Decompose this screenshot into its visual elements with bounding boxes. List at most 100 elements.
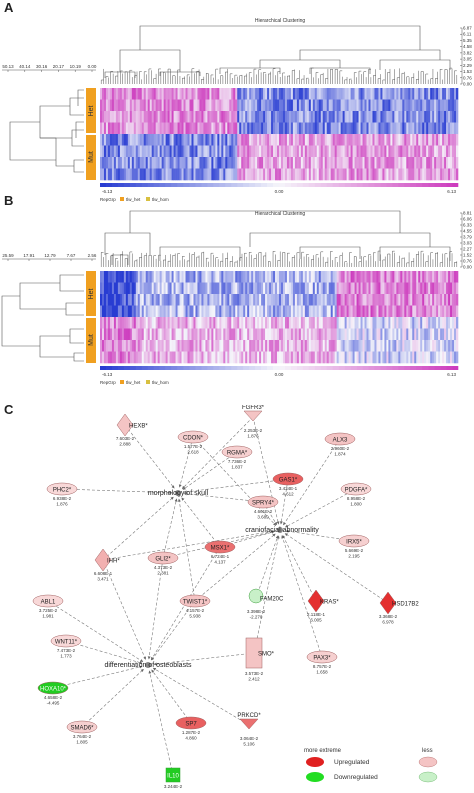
heatmap-cell [370, 294, 373, 306]
heatmap-cell [167, 111, 170, 123]
heatmap-cell [306, 294, 310, 306]
heatmap-cell [175, 134, 178, 146]
heatmap-cell [207, 88, 210, 100]
heatmap-cell [169, 351, 172, 364]
row-scale-label: 10.19 [70, 64, 82, 69]
heatmap-cell [452, 99, 455, 112]
heatmap-cell [362, 134, 365, 146]
heatmap-cell [137, 157, 141, 169]
heatmap-cell [205, 99, 208, 112]
heatmap-cell [406, 145, 409, 158]
colorbar-min-label: -6.13 [102, 372, 113, 377]
heatmap-cell [187, 271, 190, 283]
heatmap-cell [312, 134, 316, 146]
heatmap-cell [308, 134, 312, 146]
heatmap-cell [310, 134, 314, 146]
heatmap-cell [440, 99, 443, 112]
heatmap-cell [360, 271, 363, 283]
heatmap-cell [394, 340, 397, 352]
heatmap-cell [231, 282, 234, 295]
heatmap-cell [143, 122, 147, 135]
heatmap-cell [440, 157, 443, 169]
heatmap-cell [251, 168, 254, 181]
heatmap-cell [127, 122, 131, 135]
heatmap-cell [103, 294, 107, 306]
heatmap-cell [147, 111, 151, 123]
heatmap-cell [111, 305, 115, 318]
heatmap-cell [344, 122, 347, 135]
heatmap-cell [163, 157, 166, 169]
heatmap-cell [177, 271, 180, 283]
heatmap-cell [282, 294, 286, 306]
heatmap-cell [265, 328, 268, 341]
heatmap-cell [143, 340, 147, 352]
colorbar-swatch [135, 183, 143, 187]
colorbar-swatch [302, 366, 310, 370]
heatmap-cell [392, 282, 395, 295]
heatmap-cell [193, 317, 196, 329]
heatmap-cell [211, 157, 214, 169]
heatmap-cell [446, 168, 449, 181]
heatmap-cell [215, 317, 218, 329]
heatmap-cell [392, 317, 395, 329]
heatmap-cell [115, 134, 119, 146]
heatmap-cell [179, 271, 182, 283]
colorbar-swatch [386, 183, 393, 187]
heatmap-cell [418, 134, 421, 146]
heatmap-cell [177, 99, 180, 112]
heatmap-cell [374, 294, 377, 306]
heatmap-cell [277, 340, 280, 352]
heatmap-cell [111, 111, 115, 123]
heatmap-cell [424, 351, 427, 364]
heatmap-cell [422, 134, 425, 146]
heatmap-cell [424, 294, 427, 306]
gene-pvalue: 8.757E-2 [313, 664, 332, 669]
heatmap-cell [316, 111, 320, 123]
heatmap-cell [302, 157, 306, 169]
heatmap-cell [360, 122, 363, 135]
heatmap-cell [203, 168, 206, 181]
heatmap-cell [247, 99, 250, 112]
heatmap-cell [330, 294, 333, 306]
heatmap-cell [436, 134, 439, 146]
gene-foldchange: -4.567 [167, 790, 180, 791]
heatmap-cell [113, 168, 117, 181]
heatmap-cell [157, 305, 160, 318]
heatmap-cell [404, 271, 407, 283]
heatmap-cell [330, 134, 333, 146]
heatmap-cell [308, 340, 312, 352]
heatmap-cell [229, 99, 232, 112]
heatmap-cell [111, 157, 115, 169]
heatmap-cell [187, 88, 190, 100]
heatmap-cell [105, 351, 109, 364]
heatmap-cell [290, 157, 294, 169]
heatmap-cell [436, 111, 439, 123]
heatmap-cell [354, 88, 357, 100]
heatmap-cell [213, 351, 216, 364]
heatmap-cell [275, 282, 278, 295]
heatmap-cell [394, 157, 397, 169]
heatmap-cell [294, 99, 298, 112]
heatmap-cell [145, 282, 149, 295]
heatmap-cell [386, 145, 389, 158]
heatmap-cell [145, 305, 149, 318]
heatmap-cell [402, 157, 405, 169]
heatmap-cell [239, 305, 242, 318]
heatmap-cell [267, 317, 270, 329]
group-bar-mut [86, 318, 96, 363]
heatmap-cell [189, 168, 192, 181]
heatmap-cell [109, 305, 113, 318]
colorbar-max-label: 6.13 [447, 189, 456, 194]
heatmap-cell [269, 122, 272, 135]
heatmap-cell [400, 122, 403, 135]
heatmap-cell [370, 317, 373, 329]
heatmap-cell [267, 111, 270, 123]
heatmap-cell [314, 157, 318, 169]
heatmap-cell [452, 351, 455, 364]
heatmap-cell [432, 157, 435, 169]
heatmap-cell [430, 88, 433, 100]
heatmap-cell [314, 317, 318, 329]
heatmap-cell [115, 271, 119, 283]
heatmap-cell [231, 134, 234, 146]
